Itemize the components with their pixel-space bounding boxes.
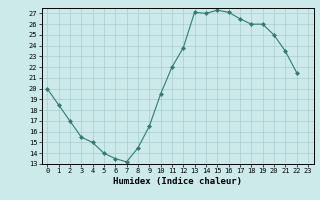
- X-axis label: Humidex (Indice chaleur): Humidex (Indice chaleur): [113, 177, 242, 186]
